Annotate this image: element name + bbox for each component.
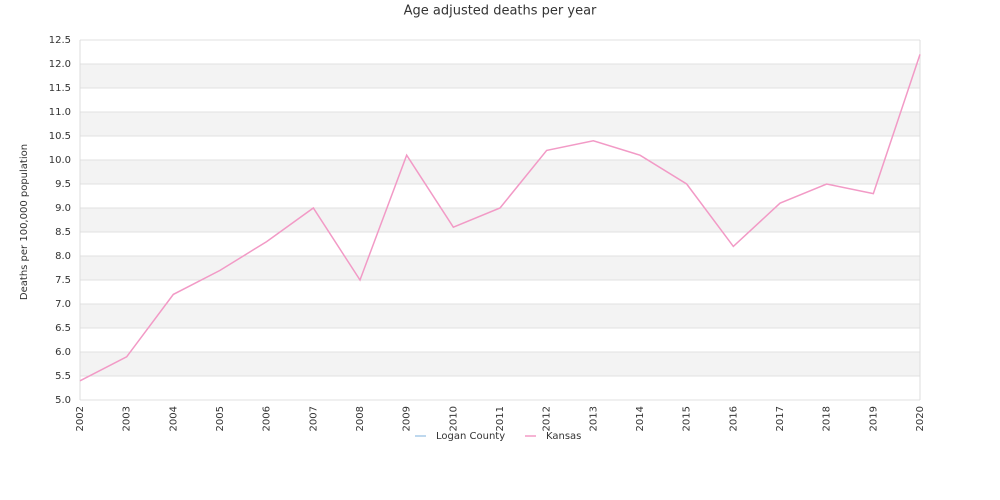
- grid-band: [80, 112, 920, 136]
- series-line: [79, 54, 921, 382]
- x-tick-label: 2019: [868, 406, 879, 431]
- y-tick-label: 6.5: [55, 323, 71, 334]
- y-tick-label: 5.0: [55, 395, 71, 406]
- grid-band: [80, 160, 920, 184]
- x-tick-label: 2014: [635, 406, 646, 431]
- x-tick-label: 2004: [168, 406, 179, 431]
- x-tick-label: 2011: [495, 406, 506, 431]
- chart-title: Age adjusted deaths per year: [404, 4, 597, 19]
- x-tick-label: 2005: [215, 406, 226, 431]
- x-tick-label: 2020: [915, 406, 926, 431]
- y-tick-label: 9.5: [55, 179, 71, 190]
- legend-label: Logan County: [436, 431, 505, 442]
- y-tick-label: 8.0: [55, 251, 71, 262]
- y-tick-label: 5.5: [55, 371, 71, 382]
- y-tick-label: 6.0: [55, 347, 71, 358]
- y-tick-label: 10.5: [49, 131, 71, 142]
- y-tick-label: 7.5: [55, 275, 71, 286]
- y-tick-label: 9.0: [55, 203, 71, 214]
- grid-band: [80, 64, 920, 88]
- grid-band: [80, 352, 920, 376]
- x-tick-label: 2013: [588, 406, 599, 431]
- x-tick-label: 2009: [402, 406, 413, 431]
- x-tick-label: 2016: [728, 406, 739, 431]
- x-tick-label: 2008: [355, 406, 366, 431]
- x-tick-label: 2010: [448, 406, 459, 431]
- y-tick-label: 8.5: [55, 227, 71, 238]
- x-tick-label: 2018: [822, 406, 833, 431]
- y-tick-label: 10.0: [49, 155, 71, 166]
- legend-label: Kansas: [546, 431, 581, 442]
- y-tick-label: 11.0: [49, 107, 71, 118]
- grid-band: [80, 208, 920, 232]
- grid-band: [80, 304, 920, 328]
- grid-band: [80, 256, 920, 280]
- x-tick-label: 2017: [775, 406, 786, 431]
- y-tick-label: 12.0: [49, 59, 71, 70]
- x-tick-label: 2006: [262, 406, 273, 431]
- x-tick-label: 2002: [75, 406, 86, 431]
- x-tick-label: 2003: [122, 406, 133, 431]
- y-tick-label: 12.5: [49, 35, 71, 46]
- y-tick-label: 7.0: [55, 299, 71, 310]
- x-tick-label: 2007: [308, 406, 319, 431]
- y-tick-label: 11.5: [49, 83, 71, 94]
- x-tick-label: 2012: [542, 406, 553, 431]
- y-axis-label: Deaths per 100,000 population: [19, 144, 30, 300]
- x-tick-label: 2015: [682, 406, 693, 431]
